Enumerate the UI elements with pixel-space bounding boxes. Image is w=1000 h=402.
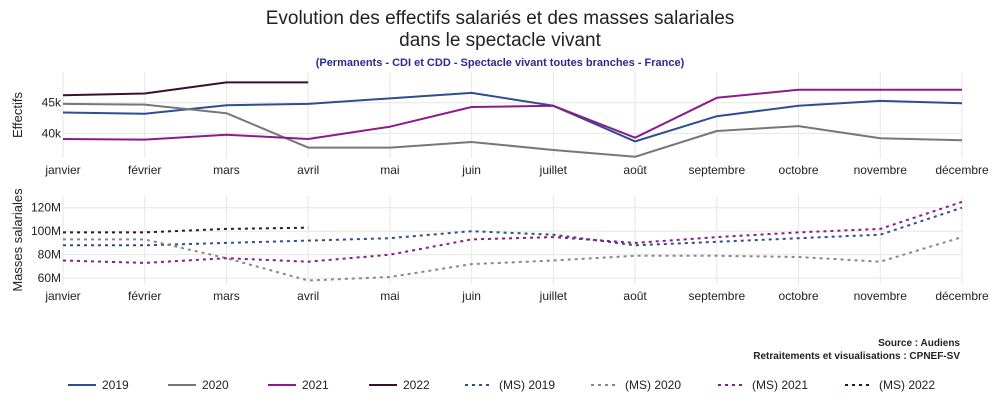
y-tick-label: 45k: [42, 96, 62, 110]
x-tick-label: janvier: [44, 163, 80, 177]
x-tick-label: novembre: [854, 163, 908, 177]
legend-label: (MS) 2020: [625, 378, 681, 392]
x-tick-label: juin: [461, 163, 481, 177]
x-tick-label: avril: [297, 289, 319, 303]
x-tick-label: janvier: [44, 289, 80, 303]
y-tick-label: 80M: [38, 248, 61, 262]
x-tick-label: mai: [380, 289, 399, 303]
x-tick-label: novembre: [854, 289, 908, 303]
series-line-ms-2021: [62, 200, 963, 264]
x-tick-label: décembre: [935, 289, 989, 303]
x-tick-label: septembre: [688, 289, 745, 303]
y-tick-label: 100M: [31, 224, 61, 238]
legend-label: (MS) 2019: [499, 378, 555, 392]
legend-label: (MS) 2022: [879, 378, 935, 392]
x-tick-label: mai: [380, 163, 399, 177]
chart-title-line2: dans le spectacle vivant: [399, 30, 601, 51]
y-tick-label: 60M: [38, 271, 61, 285]
legend-label: 2021: [302, 378, 329, 392]
series-line-ms-2022: [63, 226, 309, 234]
chart-source: Source : Audiens Retraitements et visual…: [753, 337, 960, 363]
chart-subtitle: (Permanents - CDI et CDD - Spectacle viv…: [315, 57, 685, 69]
series-line-ms-2019: [63, 206, 963, 247]
x-tick-label: décembre: [935, 163, 989, 177]
series-line-2021: [62, 88, 962, 141]
x-tick-label: juillet: [539, 289, 568, 303]
y-axis-label: Effectifs: [10, 92, 25, 139]
x-tick-label: avril: [297, 163, 319, 177]
legend-label: 2020: [202, 378, 229, 392]
series-line-2019: [62, 91, 963, 143]
x-tick-label: mars: [213, 289, 240, 303]
x-tick-label: octobre: [779, 163, 819, 177]
credits-line: Retraitements et visualisations : CPNEF-…: [753, 351, 960, 362]
legend-label: 2019: [102, 378, 129, 392]
y-axis-label: Masses salariales: [10, 188, 25, 292]
series-line-2022: [62, 81, 309, 97]
x-tick-label: février: [128, 163, 161, 177]
x-tick-label: octobre: [779, 289, 819, 303]
chart-title-line1: Evolution des effectifs salariés et des …: [265, 8, 735, 29]
series-line-ms-2020: [63, 236, 963, 282]
x-tick-label: juin: [461, 289, 481, 303]
x-tick-label: mars: [213, 163, 240, 177]
x-tick-label: août: [623, 163, 647, 177]
chart-title: Evolution des effectifs salariés et des …: [0, 8, 1000, 52]
y-tick-label: 120M: [31, 201, 61, 215]
y-tick-label: 40k: [42, 126, 62, 140]
series-line-2020: [62, 102, 963, 158]
x-tick-label: août: [623, 289, 647, 303]
x-tick-label: février: [128, 289, 161, 303]
source-line: Source : Audiens: [878, 338, 960, 349]
x-tick-label: juillet: [539, 163, 568, 177]
legend-label: (MS) 2021: [752, 378, 808, 392]
x-tick-label: septembre: [688, 163, 745, 177]
legend-label: 2022: [403, 378, 430, 392]
